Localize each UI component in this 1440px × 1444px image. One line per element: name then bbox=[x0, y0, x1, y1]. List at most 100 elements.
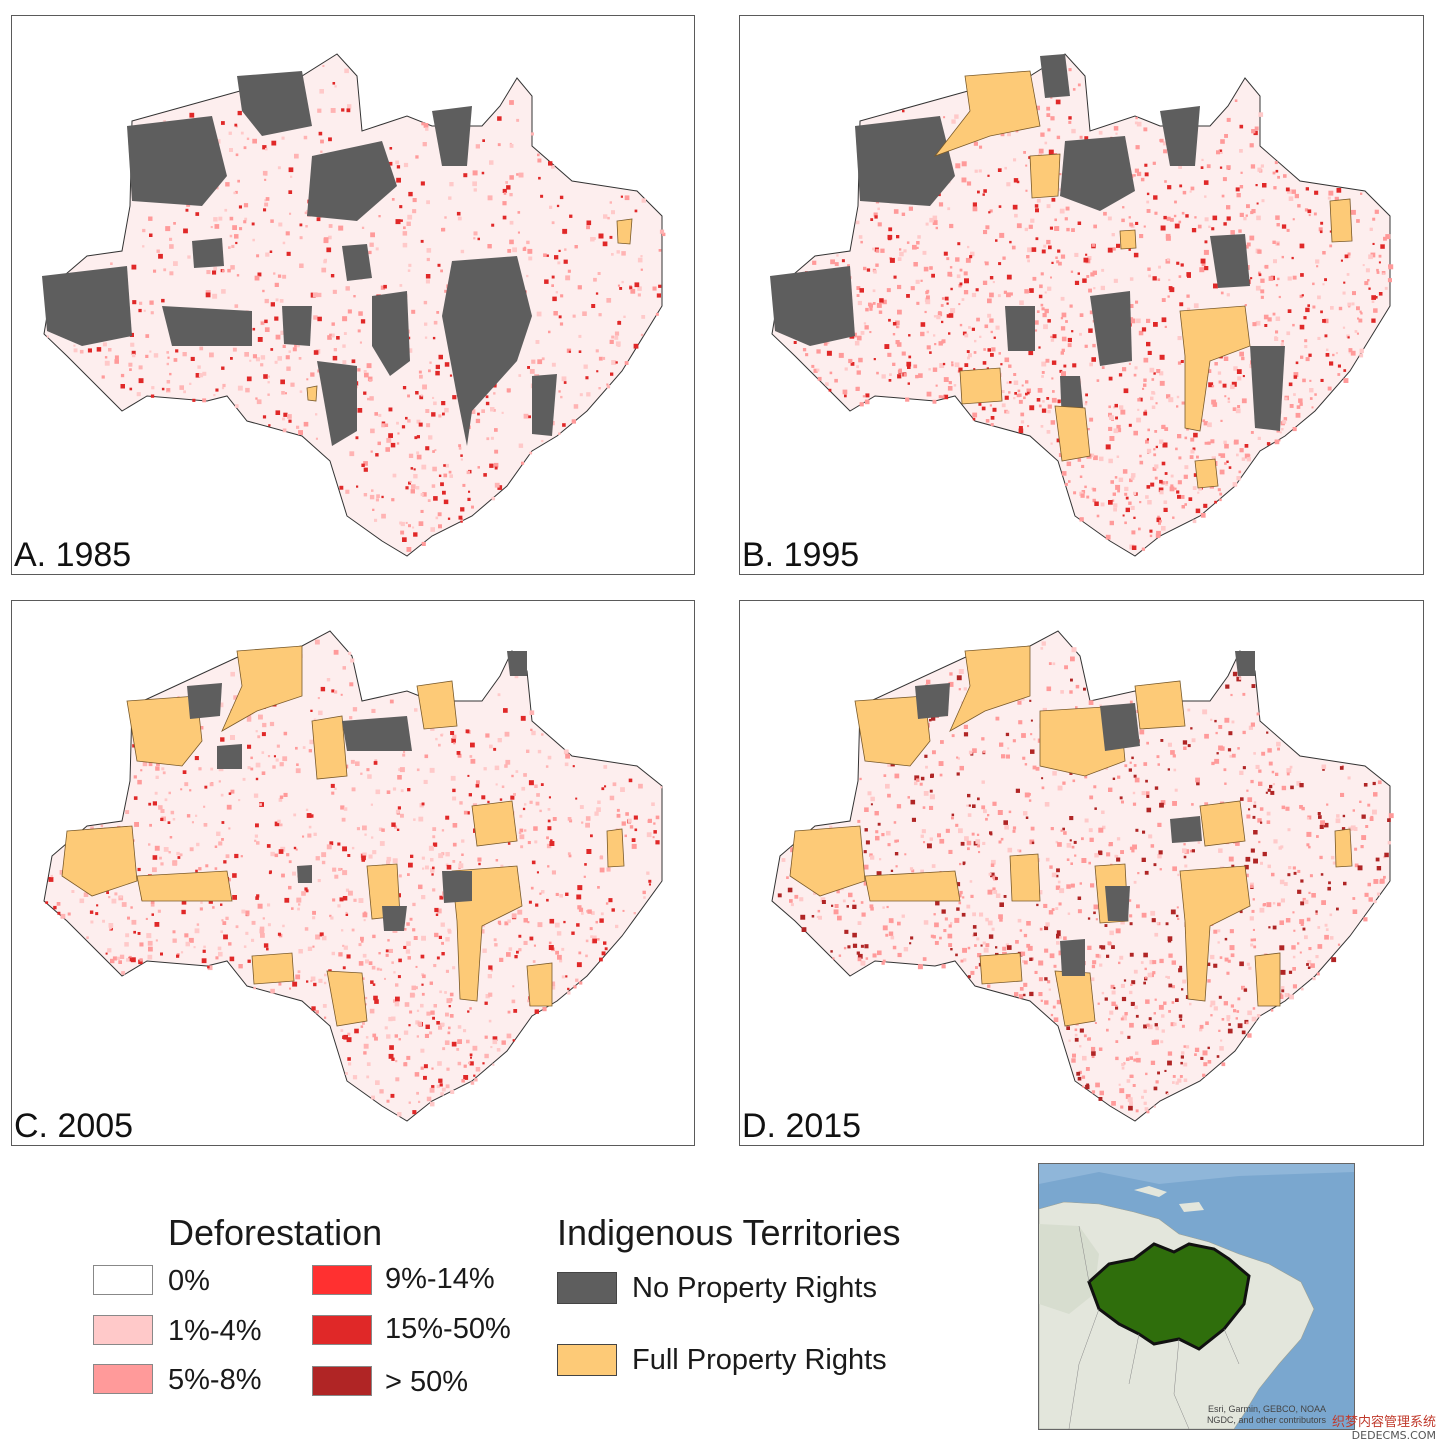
deforestation-pixel bbox=[848, 892, 853, 898]
deforestation-pixel bbox=[608, 898, 613, 903]
deforestation-pixel bbox=[1184, 864, 1188, 868]
deforestation-pixel bbox=[398, 1038, 401, 1041]
deforestation-pixel bbox=[1154, 1023, 1158, 1027]
deforestation-pixel bbox=[459, 861, 462, 864]
deforestation-pixel bbox=[1111, 990, 1116, 995]
deforestation-pixel bbox=[1266, 442, 1271, 446]
deforestation-pixel bbox=[1179, 302, 1184, 307]
deforestation-pixel bbox=[272, 765, 276, 769]
deforestation-pixel bbox=[995, 946, 998, 949]
deforestation-pixel bbox=[169, 836, 173, 839]
deforestation-pixel bbox=[528, 900, 532, 904]
deforestation-pixel bbox=[1181, 211, 1185, 215]
deforestation-pixel bbox=[830, 950, 833, 953]
deforestation-pixel bbox=[1289, 404, 1294, 408]
deforestation-pixel bbox=[427, 499, 431, 502]
deforestation-pixel bbox=[172, 818, 176, 821]
deforestation-pixel bbox=[432, 842, 438, 847]
deforestation-pixel bbox=[488, 1019, 492, 1023]
deforestation-pixel bbox=[1166, 394, 1171, 399]
deforestation-pixel bbox=[1292, 955, 1296, 959]
deforestation-pixel bbox=[1292, 275, 1297, 280]
deforestation-pixel bbox=[437, 1061, 442, 1066]
deforestation-pixel bbox=[854, 341, 860, 346]
deforestation-pixel bbox=[590, 935, 593, 938]
deforestation-pixel bbox=[958, 688, 961, 691]
deforestation-pixel bbox=[1104, 997, 1108, 1001]
deforestation-pixel bbox=[232, 895, 237, 900]
deforestation-pixel bbox=[1051, 872, 1057, 878]
deforestation-pixel bbox=[551, 165, 555, 169]
deforestation-pixel bbox=[1055, 907, 1059, 910]
deforestation-pixel bbox=[270, 851, 275, 857]
deforestation-pixel bbox=[194, 928, 200, 934]
deforestation-pixel bbox=[1140, 177, 1145, 182]
deforestation-pixel bbox=[1266, 902, 1272, 908]
deforestation-pixel bbox=[249, 359, 252, 362]
deforestation-pixel bbox=[338, 225, 344, 231]
deforestation-pixel bbox=[1231, 720, 1235, 724]
deforestation-pixel bbox=[983, 348, 986, 351]
deforestation-pixel bbox=[331, 791, 335, 795]
deforestation-pixel bbox=[405, 486, 409, 490]
deforestation-pixel bbox=[603, 941, 607, 945]
deforestation-pixel bbox=[575, 978, 579, 982]
deforestation-pixel bbox=[1247, 1033, 1252, 1038]
deforestation-pixel bbox=[319, 932, 324, 937]
deforestation-pixel bbox=[481, 409, 485, 413]
deforestation-pixel bbox=[1243, 217, 1247, 221]
deforestation-pixel bbox=[415, 486, 420, 490]
deforestation-pixel bbox=[897, 952, 902, 958]
deforestation-pixel bbox=[1218, 848, 1223, 853]
deforestation-pixel bbox=[1245, 873, 1249, 878]
deforestation-pixel bbox=[1056, 930, 1061, 935]
deforestation-pixel bbox=[378, 827, 383, 831]
deforestation-pixel bbox=[1064, 217, 1068, 221]
deforestation-pixel bbox=[374, 518, 378, 522]
deforestation-pixel bbox=[420, 509, 424, 513]
deforestation-pixel bbox=[468, 793, 472, 797]
deforestation-pixel bbox=[263, 208, 267, 212]
deforestation-pixel bbox=[551, 284, 554, 287]
deforestation-pixel bbox=[787, 887, 793, 893]
deforestation-pixel bbox=[811, 364, 815, 368]
deforestation-pixel bbox=[881, 961, 885, 965]
deforestation-pixel bbox=[1237, 1023, 1243, 1029]
deforestation-pixel bbox=[497, 143, 501, 147]
deforestation-pixel bbox=[1020, 951, 1026, 956]
deforestation-pixel bbox=[452, 788, 456, 793]
deforestation-pixel bbox=[1040, 999, 1043, 1002]
deforestation-pixel bbox=[229, 234, 233, 238]
deforestation-pixel bbox=[852, 904, 857, 909]
deforestation-pixel bbox=[547, 865, 550, 868]
deforestation-pixel bbox=[1292, 911, 1295, 914]
deforestation-pixel bbox=[222, 383, 226, 388]
deforestation-pixel bbox=[1092, 960, 1097, 965]
deforestation-pixel bbox=[424, 1033, 429, 1038]
deforestation-pixel bbox=[1079, 135, 1083, 139]
deforestation-pixel bbox=[948, 381, 952, 385]
deforestation-pixel bbox=[1338, 306, 1343, 311]
deforestation-pixel bbox=[1144, 976, 1147, 979]
deforestation-pixel bbox=[139, 301, 143, 305]
deforestation-pixel bbox=[577, 285, 582, 290]
deforestation-pixel bbox=[1153, 863, 1157, 867]
deforestation-pixel bbox=[1332, 861, 1336, 865]
deforestation-pixel bbox=[341, 817, 346, 822]
deforestation-pixel bbox=[328, 224, 333, 228]
deforestation-pixel bbox=[1019, 929, 1023, 932]
deforestation-pixel bbox=[838, 352, 844, 358]
deforestation-pixel bbox=[420, 181, 425, 186]
deforestation-pixel bbox=[530, 728, 533, 731]
deforestation-pixel bbox=[462, 483, 466, 487]
swatch-0 bbox=[93, 1265, 153, 1295]
deforestation-pixel bbox=[507, 1010, 511, 1014]
deforestation-pixel bbox=[1052, 771, 1057, 776]
deforestation-pixel bbox=[442, 1047, 446, 1051]
deforestation-pixel bbox=[1108, 500, 1113, 505]
deforestation-pixel bbox=[985, 817, 988, 821]
deforestation-pixel bbox=[794, 894, 799, 899]
deforestation-pixel bbox=[1154, 1039, 1159, 1045]
deforestation-pixel bbox=[862, 395, 865, 398]
deforestation-pixel bbox=[332, 898, 336, 902]
